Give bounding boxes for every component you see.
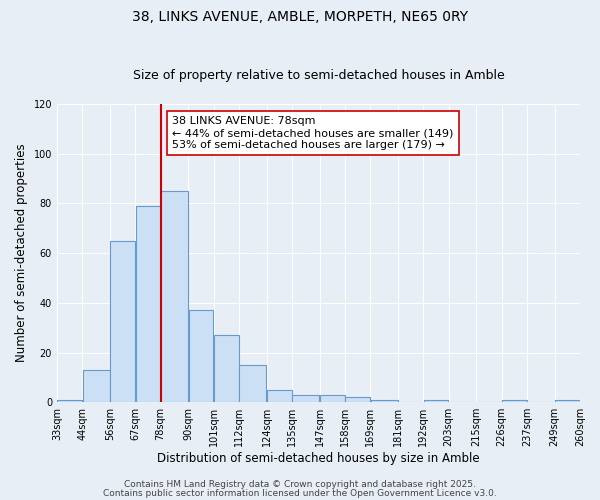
- Bar: [502, 400, 527, 402]
- Bar: [555, 400, 580, 402]
- Bar: [83, 370, 110, 402]
- Bar: [371, 400, 398, 402]
- Text: 38 LINKS AVENUE: 78sqm
← 44% of semi-detached houses are smaller (149)
53% of se: 38 LINKS AVENUE: 78sqm ← 44% of semi-det…: [172, 116, 454, 150]
- Text: Contains HM Land Registry data © Crown copyright and database right 2025.: Contains HM Land Registry data © Crown c…: [124, 480, 476, 489]
- Bar: [188, 310, 213, 402]
- Title: Size of property relative to semi-detached houses in Amble: Size of property relative to semi-detach…: [133, 69, 505, 82]
- Text: Contains public sector information licensed under the Open Government Licence v3: Contains public sector information licen…: [103, 488, 497, 498]
- Bar: [57, 400, 82, 402]
- Bar: [161, 191, 188, 402]
- Bar: [110, 240, 135, 402]
- Bar: [292, 395, 319, 402]
- Bar: [239, 365, 266, 402]
- Bar: [320, 395, 344, 402]
- Bar: [136, 206, 160, 402]
- Bar: [267, 390, 292, 402]
- Bar: [346, 397, 370, 402]
- Y-axis label: Number of semi-detached properties: Number of semi-detached properties: [15, 144, 28, 362]
- Bar: [214, 335, 239, 402]
- Text: 38, LINKS AVENUE, AMBLE, MORPETH, NE65 0RY: 38, LINKS AVENUE, AMBLE, MORPETH, NE65 0…: [132, 10, 468, 24]
- Bar: [424, 400, 448, 402]
- X-axis label: Distribution of semi-detached houses by size in Amble: Distribution of semi-detached houses by …: [157, 452, 480, 465]
